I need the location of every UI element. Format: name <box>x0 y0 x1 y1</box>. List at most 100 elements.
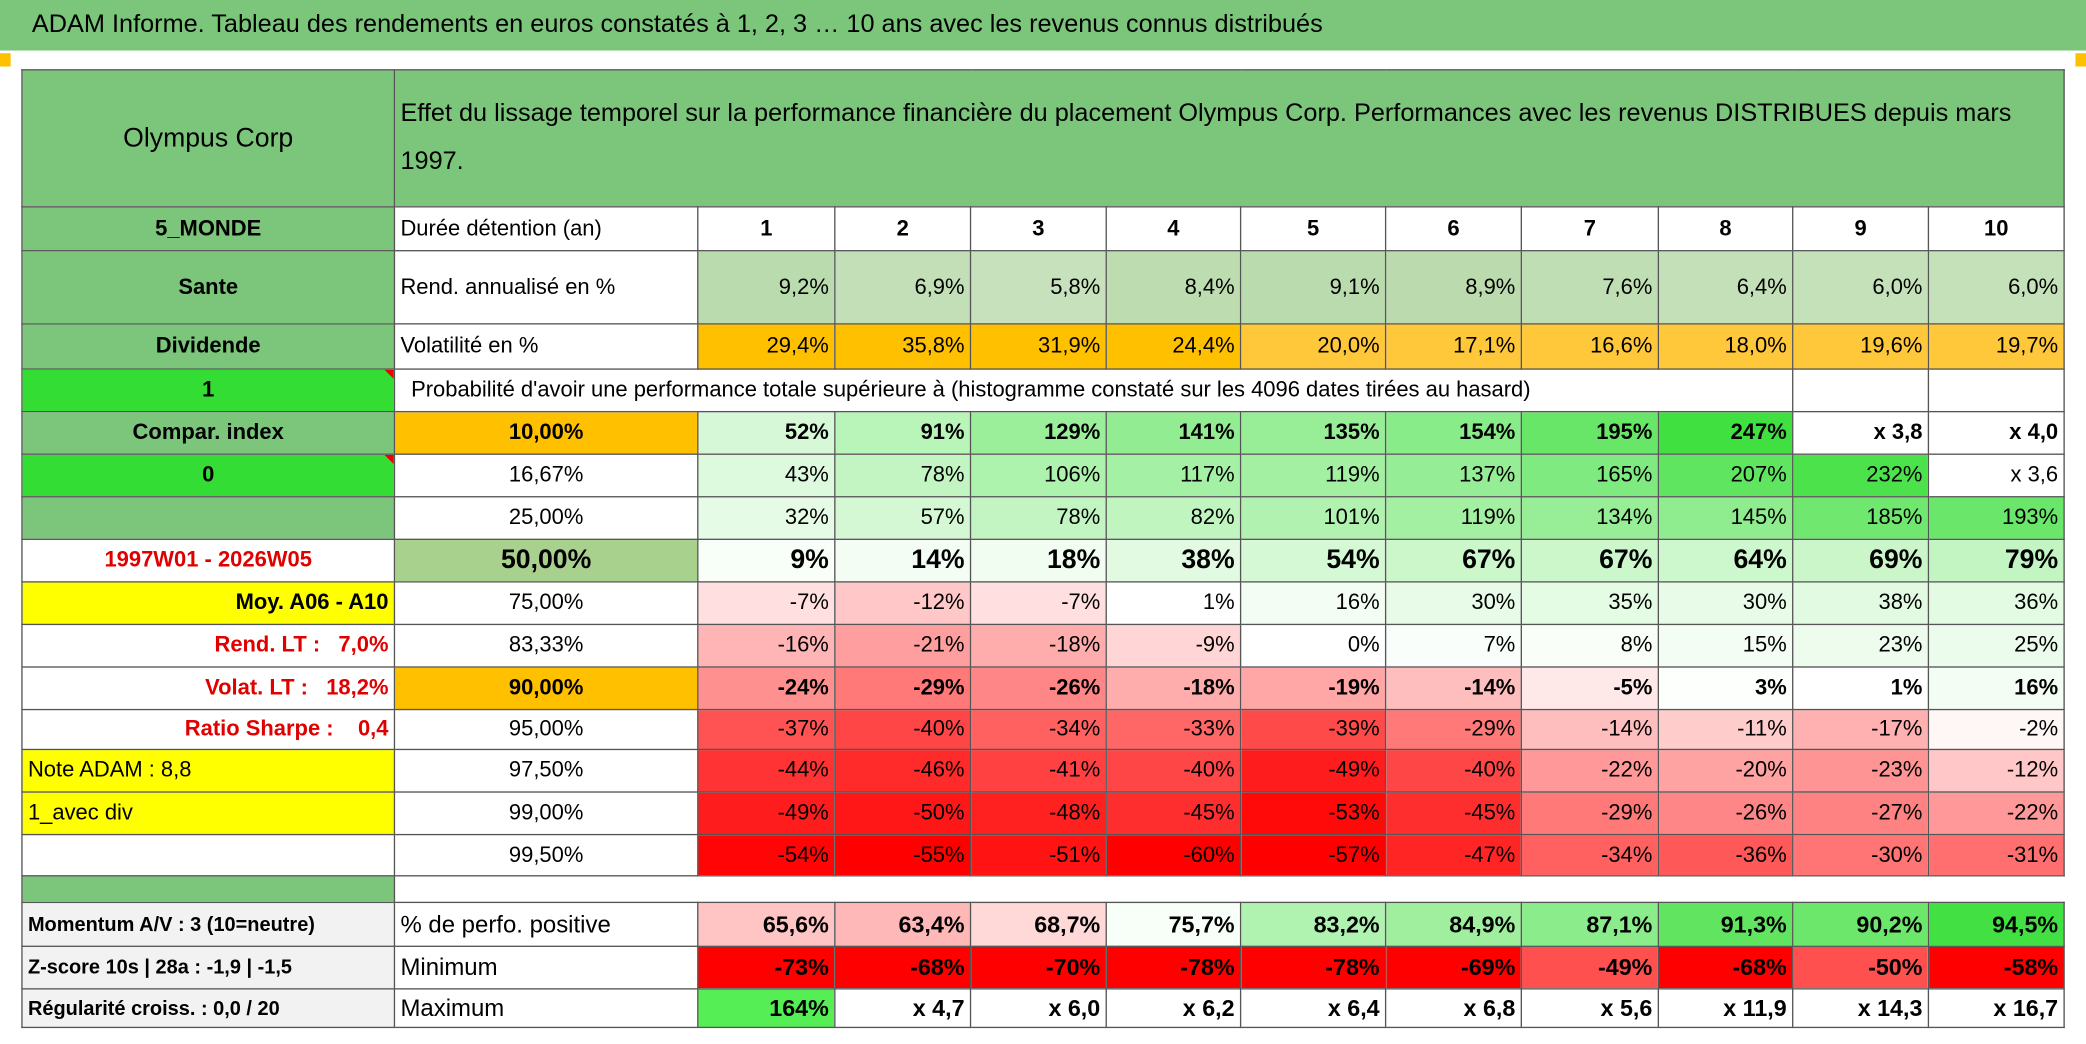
row-header: 50,00% <box>393 538 699 583</box>
row-label: Sante <box>21 250 396 325</box>
value-cell: -30% <box>1792 833 1930 877</box>
table-row: 0 16,67% 43% 78% 106% 117% 119% 137% 165% 207% 232… <box>21 453 2065 498</box>
footer-row: Régularité croiss. : 0,0 / 20 Maximum 164%… <box>21 988 2065 1029</box>
value-cell: 185% <box>1792 496 1930 540</box>
value-cell: -49% <box>1520 945 1660 990</box>
value-cell: 5,8% <box>969 250 1107 325</box>
value-cell: 8,4% <box>1105 250 1242 325</box>
table-row: Sante Rend. annualisé en % 9,2% 6,9% 5,8% 8,4… <box>21 250 2065 325</box>
header-row: Olympus Corp Effet du lissage temporel su… <box>21 69 2065 208</box>
row-header: 10,00% <box>393 410 699 455</box>
value-cell: 30% <box>1384 581 1522 626</box>
value-cell: 247% <box>1657 410 1794 455</box>
value-cell: 23% <box>1792 623 1930 668</box>
value-cell: 195% <box>1520 410 1660 455</box>
value-cell: -23% <box>1792 748 1930 793</box>
value-cell: 1% <box>1792 666 1930 711</box>
value-cell: x 14,3 <box>1792 988 1930 1029</box>
value-cell: x 6,8 <box>1384 988 1522 1029</box>
table-row: 1 Probabilité d'avoir une performance tot… <box>21 368 2065 413</box>
instrument-name: Olympus Corp <box>21 69 396 208</box>
row-label: 1 <box>21 368 396 413</box>
value-cell: -33% <box>1105 708 1242 751</box>
value-cell: -40% <box>834 708 972 751</box>
value-cell: 9,1% <box>1239 250 1387 325</box>
value-cell: -40% <box>1105 748 1242 793</box>
row-label: Dividende <box>21 323 396 370</box>
value-cell: 24,4% <box>1105 323 1242 370</box>
value-cell: -55% <box>834 833 972 877</box>
value-cell: 84,9% <box>1384 901 1522 947</box>
gap-cell <box>21 875 396 904</box>
value-cell: 8 <box>1657 206 1794 252</box>
value-cell: 35,8% <box>834 323 972 370</box>
value-cell: -49% <box>697 791 836 836</box>
value-cell: 141% <box>1105 410 1242 455</box>
value-cell: -29% <box>1384 708 1522 751</box>
value-cell: 7% <box>1384 623 1522 668</box>
value-cell: 10 <box>1927 206 2065 252</box>
row-header: Minimum <box>393 945 699 990</box>
row-header: Rend. annualisé en % <box>393 250 699 325</box>
gap-cell <box>394 876 2064 903</box>
value-cell: -7% <box>969 581 1107 626</box>
value-cell: 145% <box>1657 496 1794 540</box>
indicator: Régularité croiss. : 0,0 / 20 <box>21 988 396 1029</box>
value-cell: 117% <box>1105 453 1242 498</box>
row-label: Rend. LT : 7,0% <box>21 623 396 668</box>
performance-table: Olympus Corp Effet du lissage temporel su… <box>21 69 2065 1029</box>
value-cell: x 16,7 <box>1927 988 2065 1029</box>
table-row: 1_avec div 99,00% -49% -50% -48% -45% -53% -45%… <box>21 791 2065 836</box>
value-cell: 137% <box>1384 453 1522 498</box>
value-cell: 4 <box>1105 206 1242 252</box>
title: ADAM Informe. Tableau des rendements en … <box>31 10 1323 39</box>
value-cell: -34% <box>969 708 1107 751</box>
value-cell: 19,7% <box>1927 323 2065 370</box>
empty-cell <box>1927 368 2065 413</box>
value-cell: -14% <box>1520 708 1660 751</box>
table-row: Volat. LT : 18,2% 90,00% -24% -29% -26% -18% -… <box>21 666 2065 711</box>
table-row: Moy. A06 - A10 75,00% -7% -12% -7% 1% 16% 30% 35… <box>21 581 2065 626</box>
value-cell: -50% <box>834 791 972 836</box>
value-cell: -68% <box>834 945 972 990</box>
value-cell: x 3,8 <box>1792 410 1930 455</box>
value-cell: 87,1% <box>1520 901 1660 947</box>
row-header: Maximum <box>393 988 699 1029</box>
value-cell: -27% <box>1792 791 1930 836</box>
value-cell: 5 <box>1239 206 1387 252</box>
value-cell: 17,1% <box>1384 323 1522 370</box>
value-cell: 3% <box>1657 666 1794 711</box>
value-cell: 52% <box>697 410 836 455</box>
row-label: 1_avec div <box>21 791 396 836</box>
value-cell: x 4,0 <box>1927 410 2065 455</box>
value-cell: -17% <box>1792 708 1930 751</box>
value-cell: -54% <box>697 833 836 877</box>
table-row: Dividende Volatilité en % 29,4% 35,8% 31,9% 2… <box>21 323 2065 370</box>
value-cell: 8,9% <box>1384 250 1522 325</box>
value-cell: 164% <box>697 988 836 1029</box>
value-cell: -45% <box>1105 791 1242 836</box>
value-cell: 91,3% <box>1657 901 1794 947</box>
value-cell: x 11,9 <box>1657 988 1794 1029</box>
footer-row: Momentum A/V : 3 (10=neutre)% de perfo. … <box>21 901 2065 947</box>
value-cell: 8% <box>1520 623 1660 668</box>
value-cell: 25% <box>1927 623 2065 668</box>
value-cell: -29% <box>1520 791 1660 836</box>
row-header: Volatilité en % <box>393 323 699 370</box>
value-cell: 119% <box>1239 453 1387 498</box>
row-header: 16,67% <box>393 453 699 498</box>
row-label: Moy. A06 - A10 <box>21 581 396 626</box>
indicator: Momentum A/V : 3 (10=neutre) <box>21 901 396 947</box>
value-cell: -41% <box>969 748 1107 793</box>
value-cell: -29% <box>834 666 972 711</box>
value-cell: -16% <box>697 623 836 668</box>
value-cell: 135% <box>1239 410 1387 455</box>
row-label: Ratio Sharpe : 0,4 <box>21 708 396 751</box>
row-header: % de perfo. positive <box>393 901 699 947</box>
value-cell: -21% <box>834 623 972 668</box>
value-cell: -18% <box>1105 666 1242 711</box>
value-cell: -60% <box>1105 833 1242 877</box>
value-cell: 75,7% <box>1105 901 1242 947</box>
row-label <box>21 833 396 877</box>
